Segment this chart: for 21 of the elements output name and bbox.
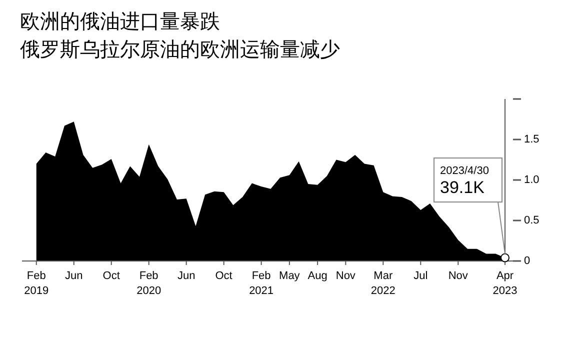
x-tick-label: Aug <box>308 270 328 282</box>
x-tick-label: Jun <box>177 270 196 282</box>
x-tick-label: Feb 2019 <box>24 270 49 297</box>
x-tick-label: Jun <box>64 270 83 282</box>
x-tick-label: Nov <box>448 270 468 282</box>
x-tick-label: Oct <box>215 270 232 282</box>
annotation: 2023/4/30 39.1K <box>440 165 489 197</box>
x-tick-label: Feb 2020 <box>136 270 162 297</box>
x-tick-label: Apr 2023 <box>492 270 518 297</box>
x-tick-label: Mar 2022 <box>370 270 396 297</box>
y-tick-label: 1.0 <box>524 174 540 186</box>
y-tick-label: 0 <box>524 255 530 267</box>
chart-subtitle: 俄罗斯乌拉尔原油的欧洲运输量减少 <box>20 39 340 61</box>
x-tick-label: May <box>279 270 300 282</box>
y-tick-label: 1.5 <box>524 134 540 146</box>
y-tick-label: 0.5 <box>524 214 540 226</box>
x-tick-label: Oct <box>102 270 120 282</box>
x-tick-label: Nov <box>336 270 356 282</box>
x-tick-label: Feb 2021 <box>249 270 274 297</box>
x-tick-label: Jul <box>414 270 428 282</box>
chart-title: 欧洲的俄油进口量暴跌 <box>20 11 220 33</box>
